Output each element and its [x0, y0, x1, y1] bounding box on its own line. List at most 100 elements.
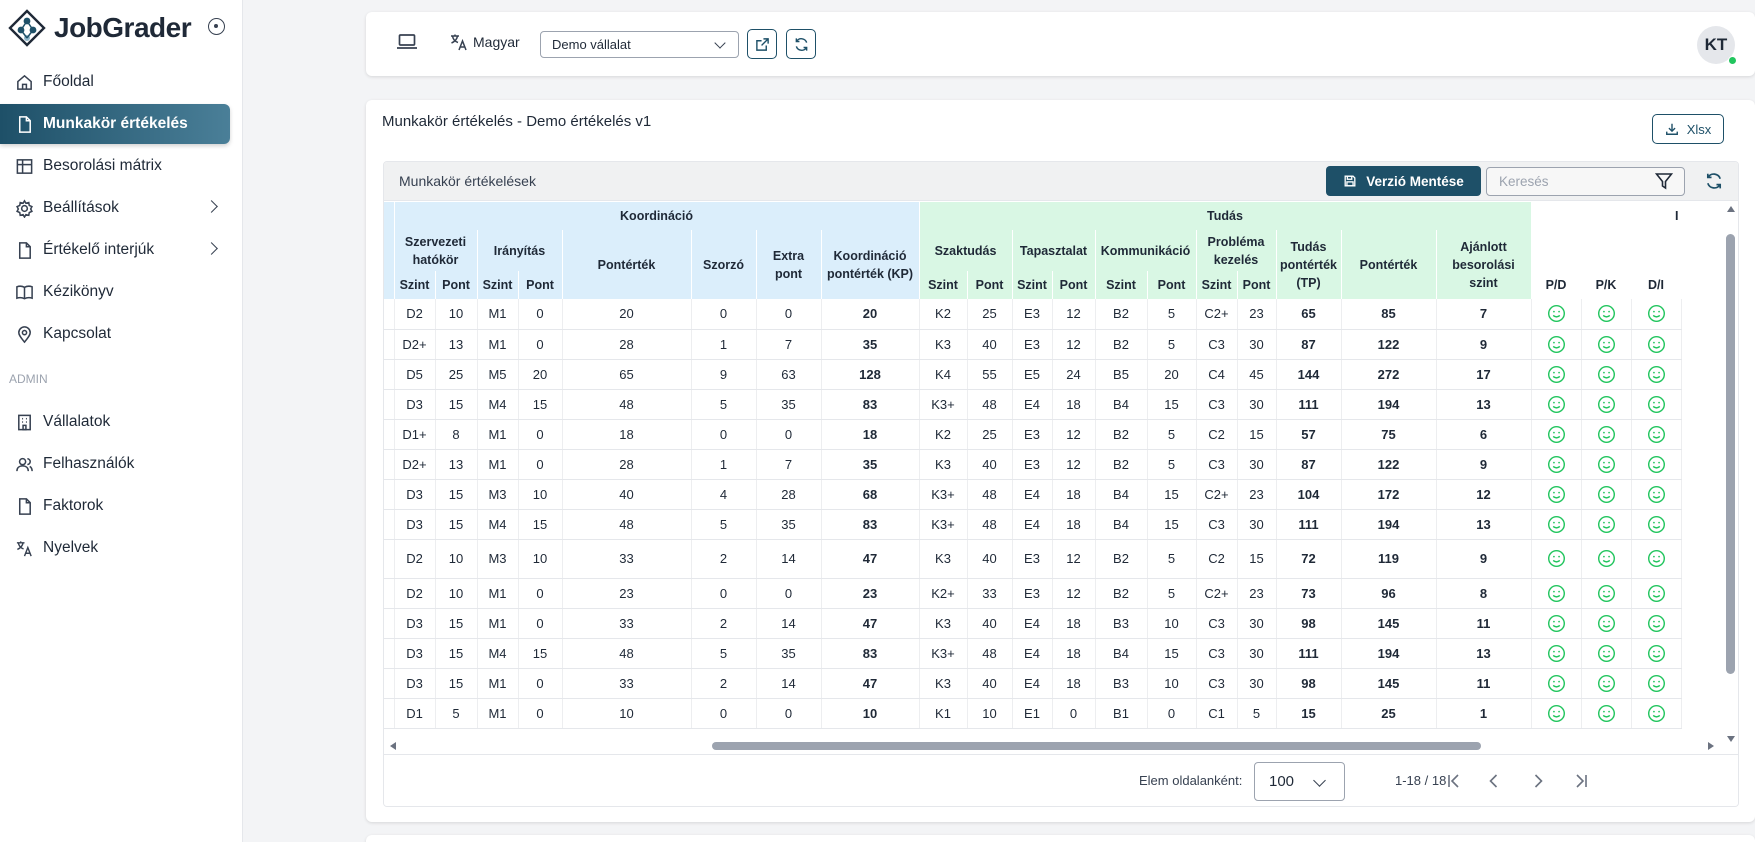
- table-row[interactable]: D2 10 M3 10 33 2 14 47 K3 40 E3 12 B2 5 C2 15 72 119 9: [384, 539, 1682, 579]
- status-cell[interactable]: [1631, 578, 1682, 609]
- status-cell[interactable]: [1581, 389, 1632, 420]
- status-cell[interactable]: [1531, 668, 1582, 699]
- status-cell[interactable]: [1531, 479, 1582, 510]
- status-cell[interactable]: [1581, 359, 1632, 390]
- company-select[interactable]: Demo vállalat: [540, 31, 739, 58]
- sidebar-item-ertekelo-interjuk[interactable]: Értékelő interjúk: [0, 230, 230, 270]
- sidebar-item-felhasznalok[interactable]: Felhasználók: [0, 444, 230, 484]
- status-cell[interactable]: [1581, 299, 1632, 330]
- status-cell[interactable]: [1631, 329, 1682, 360]
- sidebar-toggle-icon[interactable]: [208, 18, 225, 35]
- status-cell[interactable]: [1631, 509, 1682, 540]
- header-kommunikacio[interactable]: Kommunikáció: [1095, 230, 1197, 271]
- table-row[interactable]: D1 5 M1 0 10 0 0 10 K1 10 E1 0 B1 0 C1 5 15 25 1: [384, 698, 1682, 729]
- scroll-down-icon[interactable]: [1727, 736, 1735, 742]
- status-cell[interactable]: [1531, 359, 1582, 390]
- status-cell[interactable]: [1531, 419, 1582, 450]
- sidebar-item-kezikonyv[interactable]: Kézikönyv: [0, 272, 230, 312]
- filter-icon[interactable]: [1655, 172, 1673, 190]
- scroll-up-icon[interactable]: [1727, 206, 1735, 212]
- status-cell[interactable]: [1531, 449, 1582, 480]
- status-cell[interactable]: [1631, 419, 1682, 450]
- next-page-icon[interactable]: [1528, 771, 1548, 791]
- status-cell[interactable]: [1531, 539, 1582, 579]
- scroll-thumb[interactable]: [712, 742, 1481, 750]
- search-input[interactable]: Keresés: [1486, 167, 1685, 196]
- status-cell[interactable]: [1581, 578, 1632, 609]
- header-tudas-ponterek[interactable]: Tudás pontérték (TP): [1276, 230, 1342, 299]
- status-cell[interactable]: [1631, 479, 1682, 510]
- status-cell[interactable]: [1631, 389, 1682, 420]
- vertical-scrollbar[interactable]: [1722, 202, 1738, 750]
- sidebar-item-faktorok[interactable]: Faktorok: [0, 486, 230, 526]
- first-page-icon[interactable]: [1444, 771, 1464, 791]
- table-row[interactable]: D5 25 M5 20 65 9 63 128 K4 55 E5 24 B5 20 C4 45 144 272 17: [384, 359, 1682, 390]
- header-di[interactable]: D/I: [1631, 271, 1682, 299]
- table-row[interactable]: D3 15 M1 0 33 2 14 47 K3 40 E4 18 B3 10 C3 30 98 145 11: [384, 608, 1682, 639]
- header-pk[interactable]: P/K: [1581, 271, 1632, 299]
- status-cell[interactable]: [1581, 329, 1632, 360]
- status-cell[interactable]: [1531, 389, 1582, 420]
- status-cell[interactable]: [1581, 419, 1632, 450]
- header-ponterek[interactable]: Pontérték: [1341, 230, 1437, 299]
- table-scroll-area[interactable]: Koordináció Tudás I Szervezeti hatókör I…: [384, 202, 1722, 750]
- status-cell[interactable]: [1581, 509, 1632, 540]
- refresh-icon[interactable]: [1705, 172, 1723, 190]
- logo[interactable]: JobGrader: [8, 8, 192, 48]
- status-cell[interactable]: [1531, 638, 1582, 669]
- status-cell[interactable]: [1531, 698, 1582, 729]
- status-cell[interactable]: [1581, 479, 1632, 510]
- status-cell[interactable]: [1531, 329, 1582, 360]
- status-cell[interactable]: [1581, 539, 1632, 579]
- sidebar-item-munkakor-ertekeles[interactable]: Munkakör értékelés: [0, 104, 230, 144]
- header-problema-kezeles[interactable]: Probléma kezelés: [1196, 230, 1277, 271]
- export-xlsx-button[interactable]: Xlsx: [1652, 114, 1724, 144]
- status-cell[interactable]: [1531, 578, 1582, 609]
- status-cell[interactable]: [1581, 449, 1632, 480]
- previous-page-icon[interactable]: [1484, 771, 1504, 791]
- status-cell[interactable]: [1631, 299, 1682, 330]
- status-cell[interactable]: [1581, 638, 1632, 669]
- table-row[interactable]: D2+ 13 M1 0 28 1 7 35 K3 40 E3 12 B2 5 C3 30 87 122 9: [384, 329, 1682, 360]
- sidebar-item-fooldal[interactable]: Főoldal: [0, 62, 230, 102]
- scroll-left-icon[interactable]: [390, 742, 396, 750]
- save-version-button[interactable]: Verzió Mentése: [1326, 166, 1481, 196]
- status-cell[interactable]: [1531, 299, 1582, 330]
- table-row[interactable]: D2 10 M1 0 20 0 0 20 K2 25 E3 12 B2 5 C2+ 23 65 85 7: [384, 299, 1682, 330]
- status-cell[interactable]: [1531, 509, 1582, 540]
- table-row[interactable]: D3 15 M4 15 48 5 35 83 K3+ 48 E4 18 B4 15 C3 30 111 194 13: [384, 509, 1682, 540]
- open-external-button[interactable]: [747, 29, 777, 59]
- per-page-select[interactable]: 100: [1254, 762, 1345, 801]
- sidebar-item-beallitasok[interactable]: Beállítások: [0, 188, 230, 228]
- header-ajanlott-besorolasi-szint[interactable]: Ajánlott besorolási szint: [1436, 230, 1532, 299]
- table-row[interactable]: D1+ 8 M1 0 18 0 0 18 K2 25 E3 12 B2 5 C2 15 57 75 6: [384, 419, 1682, 450]
- table-row[interactable]: D3 15 M4 15 48 5 35 83 K3+ 48 E4 18 B4 15 C3 30 111 194 13: [384, 638, 1682, 669]
- sidebar-item-vallalatok[interactable]: Vállalatok: [0, 402, 230, 442]
- header-szervezeti-hatokor[interactable]: Szervezeti hatókör: [394, 230, 478, 271]
- refresh-button[interactable]: [786, 29, 816, 59]
- status-cell[interactable]: [1631, 539, 1682, 579]
- status-cell[interactable]: [1631, 608, 1682, 639]
- scroll-right-icon[interactable]: [1708, 742, 1714, 750]
- header-iranyitas[interactable]: Irányítás: [477, 230, 563, 271]
- status-cell[interactable]: [1631, 638, 1682, 669]
- status-cell[interactable]: [1581, 608, 1632, 639]
- table-row[interactable]: D2+ 13 M1 0 28 1 7 35 K3 40 E3 12 B2 5 C3 30 87 122 9: [384, 449, 1682, 480]
- table-row[interactable]: D3 15 M3 10 40 4 28 68 K3+ 48 E4 18 B4 15 C2+ 23 104 172 1…: [384, 479, 1682, 510]
- laptop-icon[interactable]: [396, 32, 418, 52]
- language-switcher[interactable]: Magyar: [449, 32, 520, 52]
- status-cell[interactable]: [1631, 668, 1682, 699]
- status-cell[interactable]: [1631, 449, 1682, 480]
- header-szaktudas[interactable]: Szaktudás: [919, 230, 1013, 271]
- last-page-icon[interactable]: [1571, 771, 1591, 791]
- sidebar-item-kapcsolat[interactable]: Kapcsolat: [0, 314, 230, 354]
- table-row[interactable]: D3 15 M1 0 33 2 14 47 K3 40 E4 18 B3 10 C3 30 98 145 11: [384, 668, 1682, 699]
- sidebar-item-nyelvek[interactable]: Nyelvek: [0, 528, 230, 568]
- table-row[interactable]: D3 15 M4 15 48 5 35 83 K3+ 48 E4 18 B4 15 C3 30 111 194 13: [384, 389, 1682, 420]
- header-extra-pont[interactable]: Extra pont: [756, 230, 822, 299]
- header-koordinacio-ponterek[interactable]: Koordináció pontérték (KP): [821, 230, 920, 299]
- status-cell[interactable]: [1631, 698, 1682, 729]
- sidebar-item-besorolasi-matrix[interactable]: Besorolási mátrix: [0, 146, 230, 186]
- table-row[interactable]: D2 10 M1 0 23 0 0 23 K2+ 33 E3 12 B2 5 C2+ 23 73 96 8: [384, 578, 1682, 609]
- header-tapasztalat[interactable]: Tapasztalat: [1012, 230, 1096, 271]
